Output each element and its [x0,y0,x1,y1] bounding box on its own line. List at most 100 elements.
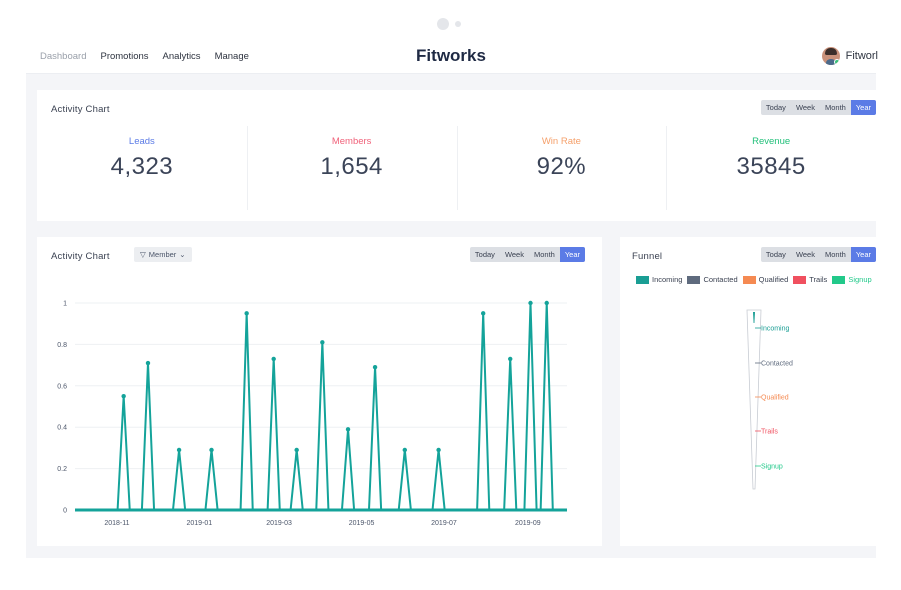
legend-swatch [742,275,756,284]
series-spike [116,395,131,511]
stat-value: 92% [536,153,587,180]
summary-range-month-button[interactable]: Month [824,103,846,112]
nav-item-promotions[interactable]: Promotions [100,51,149,62]
funnel-legend: Incoming Contacted Qualified Trails Signup [636,275,872,284]
x-tick-label: 2019-09 [515,520,541,527]
data-point [345,427,351,432]
legend-item-qualified[interactable]: Qualified [742,275,789,284]
activity-line-chart: 0 0.2 0.4 0.6 0.8 1 2018-11 2019-01 2019-03 2019-… [57,300,567,527]
stat-label: Members [331,136,372,147]
stat-label: Win Rate [541,136,581,147]
x-tick-label: 2018-11 [104,520,129,527]
nav-item-manage[interactable]: Manage [214,51,249,62]
summary-range-today-button[interactable]: Today [765,103,786,112]
legend-label: Incoming [652,275,683,284]
stat-label: Leads [128,136,155,147]
data-point [176,447,182,453]
page-indicator-dot [437,18,449,30]
stat-value: 35845 [736,153,806,180]
funnel-range-month-button[interactable]: Month [824,250,846,259]
funnel-outline [746,309,762,490]
funnel-range-today-button[interactable]: Today [765,250,786,259]
y-tick-label: 0 [63,508,67,515]
activity-summary-card: Activity Chart Today Week Month Year Leads 4… [37,90,876,221]
series-spike [367,366,383,511]
dashboard-content: Activity Chart Today Week Month Year Leads 4… [26,74,876,558]
series-spike [431,448,446,511]
data-point [480,311,486,316]
page-indicator-dot [455,21,461,27]
series-spike [503,357,518,511]
activity-chart-card: Activity Chart ▽ Member ⌄ Today Week Month… [37,237,602,546]
x-tick-label: 2019-07 [431,520,457,527]
funnel-chart: Incoming Contacted Qualified Trails Signup [746,309,793,490]
series-spike [140,362,156,511]
y-tick-label: 0.2 [57,466,67,473]
summary-range-week-button[interactable]: Week [795,103,815,112]
stat-members: Members 1,654 [246,126,457,212]
filter-icon: ▽ [140,250,146,259]
stat-value: 4,323 [110,153,174,180]
legend-swatch [687,275,701,284]
funnel-label: Signup [761,464,783,471]
data-point [244,311,249,316]
chart-range-month-button[interactable]: Month [533,250,555,259]
series-spike [289,448,304,511]
data-point [294,447,299,453]
funnel-range-year-button[interactable]: Year [850,247,876,262]
stat-value: 1,654 [320,153,383,180]
legend-label: Qualified [758,275,789,284]
nav-item-dashboard[interactable]: Dashboard [40,51,87,62]
funnel-label: Trails [761,429,778,436]
chart-range-week-button[interactable]: Week [504,250,524,259]
activity-chart-range-selector: Today Week Month Year [469,247,585,262]
funnel-card: Funnel Today Week Month Year Incoming Contac… [620,237,876,546]
user-name[interactable]: Fitworl [845,50,878,62]
activity-stats: Leads 4,323 Members 1,654 Win Rate 92% Revenue… [37,126,876,212]
activity-summary-title: Activity Chart [51,104,110,115]
x-tick-label: 2019-01 [187,520,213,527]
nav-item-analytics[interactable]: Analytics [162,51,201,62]
data-point [528,300,533,306]
chart-range-year-button[interactable]: Year [559,247,585,262]
data-point [320,340,325,345]
data-point [544,300,549,306]
avatar[interactable] [821,47,840,65]
legend-item-signup[interactable]: Signup [832,275,872,284]
chevron-down-icon: ⌄ [179,250,186,259]
user-menu[interactable]: Fitworl [821,47,878,65]
activity-summary-range-selector: Today Week Month Year [760,100,876,115]
data-point [508,356,513,362]
series-spike [315,341,330,511]
member-filter-dropdown[interactable]: ▽ Member ⌄ [134,247,192,262]
data-point [372,364,378,370]
legend-label: Contacted [703,275,738,284]
series-spike [523,302,538,511]
data-point [145,360,151,366]
legend-item-trails[interactable]: Trails [793,275,827,284]
series-spike [340,428,356,511]
funnel-range-week-button[interactable]: Week [795,250,815,259]
series-spike [171,448,187,511]
summary-range-year-button[interactable]: Year [850,100,876,115]
funnel-title: Funnel [632,251,663,262]
stat-leads: Leads 4,323 [37,126,247,212]
chart-range-today-button[interactable]: Today [474,250,495,259]
y-tick-label: 0.6 [57,383,67,390]
data-point [209,447,214,453]
online-status-dot [833,59,840,65]
series-spike [266,357,281,511]
legend-swatch [832,275,846,284]
data-point [121,393,126,399]
data-point [402,447,408,453]
y-tick-label: 0.4 [57,425,67,432]
main-nav: Dashboard Promotions Analytics Manage [40,51,249,62]
stat-win-rate: Win Rate 92% [456,126,667,212]
funnel-range-selector: Today Week Month Year [760,247,876,262]
legend-item-incoming[interactable]: Incoming [636,275,682,284]
y-tick-label: 1 [63,301,67,308]
data-point [271,356,276,362]
legend-item-contacted[interactable]: Contacted [687,275,738,284]
funnel-label: Incoming [761,326,790,333]
y-tick-label: 0.8 [57,342,67,349]
